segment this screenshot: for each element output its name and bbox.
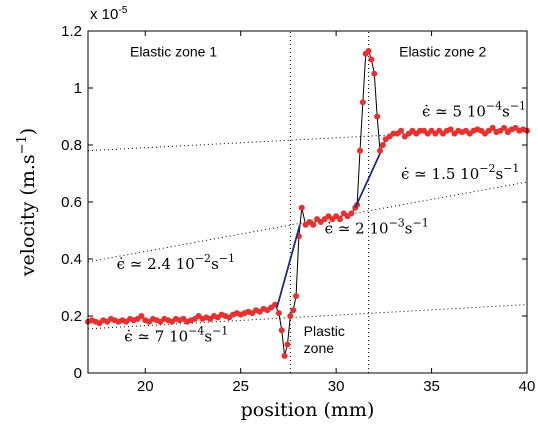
y-multiplier-base: x 10 xyxy=(90,6,118,23)
rate-middle-unit: s xyxy=(405,219,413,237)
elastic-zone-1-text: Elastic zone 1 xyxy=(130,44,217,60)
data-point xyxy=(336,216,343,223)
rate-middle-text: ϵ̇ ≃ 2 10 xyxy=(325,219,389,237)
y-multiplier-exponent: -5 xyxy=(118,5,127,16)
x-tick-label: 25 xyxy=(232,378,249,395)
data-point xyxy=(310,221,317,228)
data-point xyxy=(348,210,355,217)
rate-elastic-1-exp: −4 xyxy=(188,325,204,338)
x-tick-label: 35 xyxy=(423,378,440,395)
y-tick-label: 0.4 xyxy=(61,251,82,268)
rate-plastic-upper-text: ϵ̇ ≃ 1.5 10 xyxy=(401,165,479,183)
data-point xyxy=(298,204,305,211)
rate-elastic-2-text: ϵ̇ ≃ 5 10 xyxy=(422,103,486,121)
data-point xyxy=(359,99,366,106)
y-tick-label: 1 xyxy=(74,80,82,97)
elastic-zone-2-text: Elastic zone 2 xyxy=(399,44,486,60)
data-point xyxy=(287,313,294,319)
x-tick-label: 30 xyxy=(328,378,345,395)
rate-middle-exp: −3 xyxy=(389,216,405,229)
rate-plastic-upper-unit: s xyxy=(495,165,503,183)
rate-plastic-upper: ϵ̇ ≃ 1.5 10−2s−1 xyxy=(401,162,519,183)
y-axis-title-text: velocity (m.s xyxy=(17,154,39,277)
rate-elastic-2: ϵ̇ ≃ 5 10−4s−1 xyxy=(422,100,526,121)
y-tick-label: 0.2 xyxy=(61,308,82,325)
rate-middle: ϵ̇ ≃ 2 10−3s−1 xyxy=(325,216,429,237)
axes-box xyxy=(87,30,528,374)
y-tick-label: 0.8 xyxy=(61,137,82,154)
elastic-zone-2: Elastic zone 2 xyxy=(399,44,486,60)
plastic-zone-line2-text: zone xyxy=(304,340,335,356)
data-point xyxy=(374,113,381,120)
rate-elastic-1-text: ϵ̇ ≃ 7 10 xyxy=(124,328,188,346)
rate-plastic-lower-text: ϵ̇ ≃ 2.4 10 xyxy=(117,255,195,273)
measured-series-line xyxy=(87,50,528,357)
fit-line-2 xyxy=(354,153,381,209)
data-point xyxy=(368,56,375,63)
plot-area xyxy=(85,47,530,359)
rate-plastic-lower: ϵ̇ ≃ 2.4 10−2s−1 xyxy=(117,252,235,273)
data-point xyxy=(379,142,386,148)
fit-line-1 xyxy=(276,224,301,308)
y-tick-label: 0.6 xyxy=(61,194,82,211)
plastic-zone-line2: zone xyxy=(304,340,335,356)
y-multiplier-label: x 10-5 xyxy=(90,5,128,23)
data-point xyxy=(275,310,282,317)
rate-plastic-lower-exp: −2 xyxy=(195,252,211,265)
x-axis-title-text: position (mm) xyxy=(241,399,375,421)
y-axis-title-close: ) xyxy=(17,128,39,135)
y-tick-label: 1.2 xyxy=(61,23,82,40)
data-point xyxy=(501,124,508,131)
rate-middle-unit-exp: −1 xyxy=(413,216,429,229)
data-point xyxy=(138,313,145,319)
data-point xyxy=(489,124,496,131)
data-point xyxy=(365,47,372,54)
plastic-zone-line1: Plastic xyxy=(304,323,345,339)
rate-elastic-2-unit-exp: −1 xyxy=(510,100,526,113)
rate-elastic-1: ϵ̇ ≃ 7 10−4s−1 xyxy=(124,325,228,346)
rate-plastic-upper-unit-exp: −1 xyxy=(503,162,519,175)
data-point xyxy=(293,293,300,300)
rate-elastic-1-unit-exp: −1 xyxy=(212,325,228,338)
x-tick-label: 20 xyxy=(137,378,154,395)
x-tick-label: 40 xyxy=(519,378,536,395)
axis-ticks: 20 25 30 35 40 0 0.2 0.4 0.6 0.8 1 1.2 xyxy=(61,23,535,395)
data-point xyxy=(278,327,285,334)
rate-elastic-1-unit: s xyxy=(204,328,212,346)
rate-elastic-2-unit: s xyxy=(502,103,510,121)
data-point xyxy=(398,127,405,134)
data-point xyxy=(377,147,384,154)
rate-elastic-2-exp: −4 xyxy=(486,100,502,113)
rate-plastic-lower-unit-exp: −1 xyxy=(219,252,235,265)
data-point xyxy=(284,341,291,348)
elastic-zone-1: Elastic zone 1 xyxy=(130,44,217,60)
x-axis-title: position (mm) xyxy=(241,399,375,421)
y-axis-title-sup: −1 xyxy=(15,135,30,154)
plastic-zone-line1-text: Plastic xyxy=(304,323,345,339)
data-point xyxy=(371,70,378,77)
data-point xyxy=(356,147,363,154)
data-point xyxy=(290,307,297,314)
guide-lines xyxy=(87,31,528,373)
y-axis-title: velocity (m.s−1) xyxy=(15,128,39,277)
data-point xyxy=(281,352,288,359)
y-tick-label: 0 xyxy=(74,365,82,382)
data-point xyxy=(447,126,454,133)
rate-plastic-lower-unit: s xyxy=(211,255,219,273)
rate-plastic-upper-exp: −2 xyxy=(479,162,495,175)
